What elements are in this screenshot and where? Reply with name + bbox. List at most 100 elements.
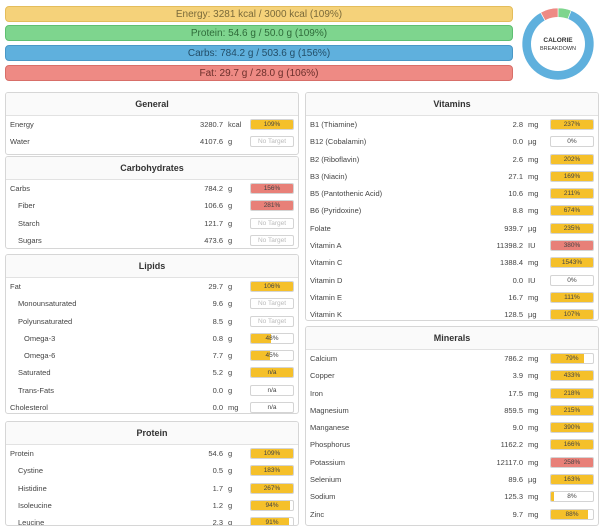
minerals-row-zinc[interactable]: Zinc 9.7 mg 88% — [306, 506, 598, 523]
vitamins-row-vitamin-c[interactable]: Vitamin C 1388.4 mg 1543% — [306, 254, 598, 271]
vitamins-row-vitamin-a[interactable]: Vitamin A 11398.2 IU 380% — [306, 237, 598, 254]
nutrient-name: Copper — [310, 371, 335, 381]
nutrient-unit: IU — [528, 275, 536, 285]
nutrient-unit: mg — [528, 206, 539, 216]
nutrient-amount: 1388.4 — [500, 258, 523, 268]
nutrient-unit: mg — [528, 423, 539, 433]
protein-row-isoleucine[interactable]: Isoleucine 1.2 g 94% — [6, 497, 298, 514]
nutrient-name: Fat — [10, 282, 21, 291]
lipids-row-fat[interactable]: Fat 29.7 g 106% — [6, 278, 298, 295]
target-percent-fill — [551, 189, 593, 199]
nutrient-amount: 9.6 — [212, 299, 223, 309]
nutrient-name: Omega-6 — [24, 351, 56, 361]
target-percent-bar: No Target — [250, 298, 294, 310]
vitamins-row-vitamin-e[interactable]: Vitamin E 16.7 mg 111% — [306, 289, 598, 306]
target-percent-label: 109% — [263, 450, 281, 457]
target-percent-label: 218% — [563, 389, 581, 397]
lipids-row-omega-3[interactable]: Omega-3 0.8 g 48% — [6, 330, 298, 347]
carbohydrates-row-sugars[interactable]: Sugars 473.6 g No Target — [6, 232, 298, 248]
nutrient-name: Vitamin K — [310, 310, 342, 320]
minerals-row-manganese[interactable]: Manganese 9.0 mg 390% — [306, 419, 598, 436]
nutrient-unit: µg — [528, 223, 537, 233]
vitamins-row-b5-pantothenic-acid[interactable]: B5 (Pantothenic Acid) 10.6 mg 211% — [306, 185, 598, 202]
nutrient-name: Zinc — [310, 509, 325, 519]
protein-row-histidine[interactable]: Histidine 1.7 g 267% — [6, 480, 298, 497]
vitamins-row-vitamin-d[interactable]: Vitamin D 0.0 IU 0% — [306, 272, 598, 289]
nutrient-unit: g — [228, 449, 233, 458]
minerals-row-magnesium[interactable]: Magnesium 859.5 mg 215% — [306, 402, 598, 419]
minerals-row-phosphorus[interactable]: Phosphorus 1162.2 mg 166% — [306, 436, 598, 453]
target-percent-label: 380% — [563, 242, 581, 250]
nutrient-unit: g — [228, 184, 233, 193]
nutrient-unit: mg — [528, 154, 539, 164]
carbohydrates-panel-title: Carbohydrates — [6, 157, 298, 180]
general-panel: General Energy 3280.7 kcal 109% Water 4107.6 g… — [5, 92, 299, 155]
nutrient-unit: g — [228, 316, 233, 326]
nutrient-unit: g — [228, 466, 233, 476]
lipids-row-trans-fats[interactable]: Trans-Fats 0.0 g n/a — [6, 382, 298, 399]
vitamins-row-b3-niacin[interactable]: B3 (Niacin) 27.1 mg 169% — [306, 168, 598, 185]
minerals-row-calcium[interactable]: Calcium 786.2 mg 79% — [306, 350, 598, 367]
target-percent-fill — [251, 184, 293, 193]
minerals-row-copper[interactable]: Copper 3.9 mg 433% — [306, 367, 598, 384]
target-percent-label: 267% — [263, 484, 281, 492]
nutrient-name: Magnesium — [310, 405, 349, 415]
protein-row-leucine[interactable]: Leucine 2.3 g 91% — [6, 514, 298, 525]
vitamins-row-b12-cobalamin[interactable]: B12 (Cobalamin) 0.0 µg 0% — [306, 133, 598, 150]
target-percent-bar: 183% — [250, 465, 294, 477]
target-percent-bar: 163% — [550, 474, 594, 486]
vitamins-row-b2-riboflavin[interactable]: B2 (Riboflavin) 2.6 mg 202% — [306, 151, 598, 168]
minerals-row-potassium[interactable]: Potassium 12117.0 mg 258% — [306, 454, 598, 471]
minerals-panel: Minerals Calcium 786.2 mg 79% Copper 3.9 mg 433… — [305, 326, 599, 526]
general-panel-title: General — [6, 93, 298, 116]
nutrient-amount: 121.7 — [204, 218, 223, 228]
target-percent-label: No Target — [257, 219, 287, 227]
nutrient-unit: mg — [528, 120, 539, 129]
calorie-breakdown-donut[interactable]: CALORIE BREAKDOWN — [520, 4, 596, 84]
lipids-row-polyunsaturated[interactable]: Polyunsaturated 8.5 g No Target — [6, 313, 298, 330]
carbohydrates-row-carbs[interactable]: Carbs 784.2 g 156% — [6, 180, 298, 197]
nutrient-amount: 1.7 — [212, 483, 223, 493]
nutrient-name: Starch — [18, 218, 40, 228]
nutrient-unit: µg — [528, 310, 537, 320]
minerals-row-sodium[interactable]: Sodium 125.3 mg 8% — [306, 488, 598, 505]
lipids-row-monounsaturated[interactable]: Monounsaturated 9.6 g No Target — [6, 295, 298, 312]
target-percent-fill — [551, 509, 588, 519]
target-percent-bar: 1543% — [550, 257, 594, 269]
protein-row-cystine[interactable]: Cystine 0.5 g 183% — [6, 462, 298, 479]
nutrient-name: Isoleucine — [18, 500, 52, 510]
vitamins-row-b1-thiamine[interactable]: B1 (Thiamine) 2.8 mg 237% — [306, 116, 598, 133]
nutrient-amount: 10.6 — [508, 189, 523, 199]
nutrient-name: Trans-Fats — [18, 385, 54, 395]
general-row-water[interactable]: Water 4107.6 g No Target — [6, 133, 298, 150]
lipids-row-cholesterol[interactable]: Cholesterol 0.0 mg n/a — [6, 399, 298, 413]
lipids-panel-title: Lipids — [6, 255, 298, 278]
target-percent-fill — [551, 206, 593, 216]
target-percent-bar: No Target — [250, 136, 294, 148]
nutrient-unit: g — [228, 201, 233, 211]
minerals-row-selenium[interactable]: Selenium 89.6 µg 163% — [306, 471, 598, 488]
general-row-energy[interactable]: Energy 3280.7 kcal 109% — [6, 116, 298, 133]
carbohydrates-row-fiber[interactable]: Fiber 106.6 g 281% — [6, 197, 298, 214]
target-percent-bar: 109% — [250, 448, 294, 459]
carbohydrates-row-starch[interactable]: Starch 121.7 g No Target — [6, 215, 298, 232]
fat-summary-bar: Fat: 29.7 g / 28.0 g (106%) — [5, 65, 513, 81]
target-percent-fill — [251, 333, 272, 343]
vitamins-row-vitamin-k[interactable]: Vitamin K 128.5 µg 107% — [306, 306, 598, 320]
lipids-row-omega-6[interactable]: Omega-6 7.7 g 45% — [6, 347, 298, 364]
minerals-row-iron[interactable]: Iron 17.5 mg 218% — [306, 385, 598, 402]
nutrient-amount: 27.1 — [508, 171, 523, 181]
protein-panel: Protein Protein 54.6 g 109% Cystine 0.5 g 183% H… — [5, 421, 299, 526]
target-percent-fill — [251, 500, 291, 510]
vitamins-row-b6-pyridoxine[interactable]: B6 (Pyridoxine) 8.8 mg 674% — [306, 202, 598, 219]
vitamins-row-folate[interactable]: Folate 939.7 µg 235% — [306, 220, 598, 237]
target-percent-label: No Target — [257, 236, 287, 244]
target-percent-bar: 48% — [250, 332, 294, 344]
target-percent-bar: 88% — [550, 508, 594, 520]
lipids-row-saturated[interactable]: Saturated 5.2 g n/a — [6, 364, 298, 381]
nutrient-amount: 0.0 — [212, 403, 223, 413]
nutrient-name: B5 (Pantothenic Acid) — [310, 189, 383, 199]
target-percent-bar: 0% — [550, 274, 594, 286]
nutrient-name: Omega-3 — [24, 333, 56, 343]
protein-row-protein[interactable]: Protein 54.6 g 109% — [6, 445, 298, 462]
